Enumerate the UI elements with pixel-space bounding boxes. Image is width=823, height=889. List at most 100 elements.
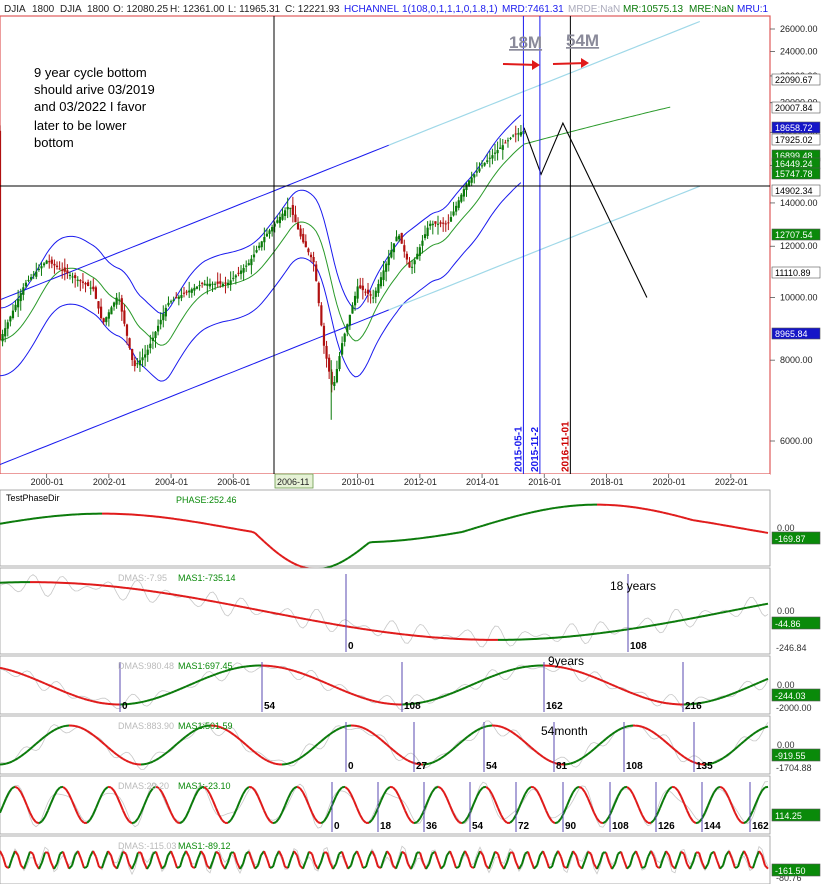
price-bar-body <box>310 255 312 257</box>
mas-line-segment <box>708 615 711 616</box>
mas-line-segment <box>372 701 375 702</box>
mas-line-segment <box>462 688 465 689</box>
price-bar-body <box>152 338 154 341</box>
mas-line-segment <box>204 678 207 679</box>
mas-line-segment <box>171 692 174 693</box>
mas-line-segment <box>282 615 285 616</box>
mas-line-segment <box>90 701 93 702</box>
price-bar-body <box>204 284 206 286</box>
panel-value-badge-label: -244.03 <box>775 691 806 701</box>
mas-line-segment <box>369 700 372 701</box>
price-bar-body <box>108 312 110 318</box>
price-bar-body <box>385 264 387 272</box>
mas-line-segment <box>147 700 150 701</box>
mas-line-segment <box>228 528 231 529</box>
mas-line-segment <box>78 727 81 728</box>
price-bar-body <box>437 224 439 225</box>
mas-line-segment <box>669 514 672 515</box>
mas-line-segment <box>651 510 654 511</box>
mas-line-segment <box>657 511 660 512</box>
mas-line-segment <box>618 687 621 688</box>
price-bar-body <box>372 297 374 298</box>
dmas-label: DMAS:980.48 <box>118 661 174 671</box>
price-bar-body <box>51 260 53 264</box>
high-value: H: 12361.00 <box>170 4 225 15</box>
mas-line-segment <box>717 524 720 525</box>
price-bar-body <box>297 223 299 229</box>
mas-line-segment <box>690 761 693 762</box>
mas-line-segment <box>36 680 39 681</box>
price-bar-body <box>491 155 493 158</box>
mas-line-segment <box>165 694 168 695</box>
price-badge-label: 20007.84 <box>775 103 813 113</box>
cycle-mark-label: 144 <box>704 821 721 832</box>
price-bar-body <box>180 295 182 298</box>
mas-line-segment <box>729 526 732 527</box>
mas-line-segment <box>327 623 330 624</box>
cycle-mark-label: 108 <box>626 761 643 772</box>
mas-line-segment <box>576 760 579 762</box>
price-bar-body <box>198 285 200 286</box>
mas-line-segment <box>705 702 708 703</box>
mas-line-segment <box>729 694 732 695</box>
mas-line-segment <box>318 680 321 681</box>
mas-line-segment <box>501 519 504 520</box>
mas-line-segment <box>6 763 9 764</box>
mas-line-segment <box>264 611 267 612</box>
y-tick-label: 10000.00 <box>780 292 818 302</box>
scale-tick-label: -246.84 <box>776 643 807 653</box>
price-bar-body <box>377 284 379 293</box>
mas-line-segment <box>762 604 765 605</box>
mas-line-segment <box>486 678 489 679</box>
mas-line-segment <box>702 616 705 617</box>
mas-line-segment <box>303 619 306 620</box>
mas-line-segment <box>297 617 300 618</box>
price-bar-body <box>25 283 27 287</box>
cycle-mark-label: 0 <box>348 641 354 652</box>
mas-line-segment <box>438 787 441 788</box>
mas-line-segment <box>378 702 381 703</box>
mas-line-segment <box>639 726 642 727</box>
mas-line-segment <box>195 681 198 682</box>
mas-line-segment <box>474 527 477 528</box>
cycle-mark-label: 90 <box>565 821 577 832</box>
price-bar-body <box>222 284 224 286</box>
mas-line-segment <box>282 668 285 669</box>
mas-line-segment <box>249 531 252 532</box>
mas-line-segment <box>213 674 216 675</box>
price-bar-body <box>160 320 162 325</box>
mas-line-segment <box>9 670 12 671</box>
mas-line-segment <box>642 697 645 698</box>
price-bar-body <box>12 311 14 318</box>
mas-line-segment <box>474 683 477 684</box>
x-tick-label: 2016-01 <box>528 477 561 487</box>
mas-line-segment <box>270 762 273 763</box>
mas-line-segment <box>249 608 252 609</box>
mas-line-segment <box>603 681 606 682</box>
mas-line-segment <box>234 605 237 606</box>
cycle-mark-label: 162 <box>546 701 563 712</box>
price-bar-body <box>289 208 291 209</box>
mas-line-segment <box>492 522 495 523</box>
mas-line-segment <box>300 566 303 567</box>
mas-line-segment <box>267 612 270 613</box>
note-line: later to be lower <box>34 118 127 133</box>
price-badge-label: 16449.24 <box>775 159 813 169</box>
price-bar-body <box>186 292 188 293</box>
price-bar-body <box>33 274 35 275</box>
mas-line-segment <box>300 618 303 619</box>
mas-line-segment <box>756 531 759 532</box>
price-bar-body <box>463 189 465 196</box>
mas-line-segment <box>216 602 219 603</box>
mas-line-segment <box>765 532 768 533</box>
mas-line-segment <box>618 729 621 731</box>
mas-line-segment <box>735 692 738 693</box>
mas-line-segment <box>237 667 240 668</box>
